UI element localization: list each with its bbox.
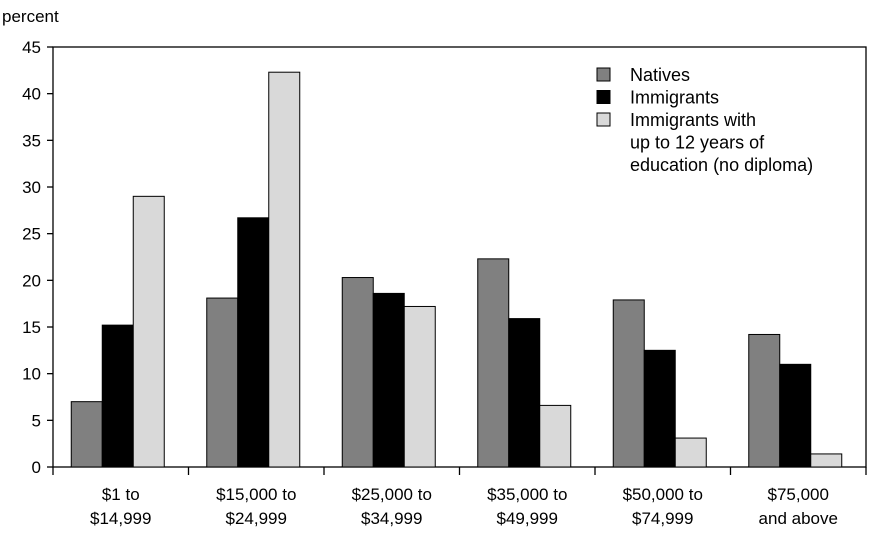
x-tick-label: $24,999 — [226, 509, 287, 528]
legend-swatch — [596, 67, 611, 82]
legend-label: up to 12 years of — [630, 133, 765, 153]
legend-swatch — [596, 90, 611, 104]
x-tick-label: $14,999 — [90, 509, 151, 528]
bar — [810, 453, 843, 468]
bar — [237, 217, 270, 468]
bar — [539, 404, 572, 468]
x-tick-label: $1 to — [102, 485, 140, 504]
bar — [508, 318, 541, 468]
x-tick-label: $15,000 to — [216, 485, 296, 504]
bar — [643, 349, 676, 468]
x-tick-label: $74,999 — [632, 509, 693, 528]
bar — [101, 324, 134, 468]
y-tick-label: 45 — [22, 38, 41, 57]
bar — [268, 71, 301, 468]
x-tick-label: $35,000 to — [487, 485, 567, 504]
x-tick-label: $49,999 — [497, 509, 558, 528]
y-tick-label: 25 — [22, 225, 41, 244]
y-tick-label: 15 — [22, 318, 41, 337]
bar — [206, 297, 239, 468]
bar — [372, 292, 405, 468]
bar — [403, 305, 436, 468]
plot-area: 0 5 10 15 20 25 30 35 40 45 $1 to $14,999 $15,000 to… — [22, 38, 867, 528]
legend-label: education (no diploma) — [630, 155, 813, 175]
x-tick-label: $34,999 — [361, 509, 422, 528]
y-tick-label: 10 — [22, 365, 41, 384]
bar — [612, 299, 645, 468]
bar — [674, 437, 707, 468]
legend-label: Natives — [630, 65, 690, 85]
x-tick-label: and above — [759, 509, 838, 528]
legend-label: Immigrants with — [630, 110, 756, 130]
x-tick-label: $25,000 to — [352, 485, 432, 504]
y-axis-label: percent — [2, 7, 59, 26]
y-tick-label: 5 — [32, 411, 41, 430]
bar — [477, 258, 510, 468]
bar — [70, 401, 103, 468]
bar — [132, 195, 165, 468]
y-tick-label: 20 — [22, 271, 41, 290]
bar — [748, 333, 781, 468]
x-tick-label: $50,000 to — [623, 485, 703, 504]
x-tick-label: $75,000 — [768, 485, 829, 504]
y-tick-label: 35 — [22, 131, 41, 150]
bar — [341, 277, 374, 468]
y-tick-label: 0 — [32, 458, 41, 477]
legend-swatch — [596, 112, 611, 127]
legend-label: Immigrants — [630, 88, 719, 108]
y-tick-label: 30 — [22, 178, 41, 197]
bar — [779, 363, 812, 468]
y-tick-label: 40 — [22, 85, 41, 104]
